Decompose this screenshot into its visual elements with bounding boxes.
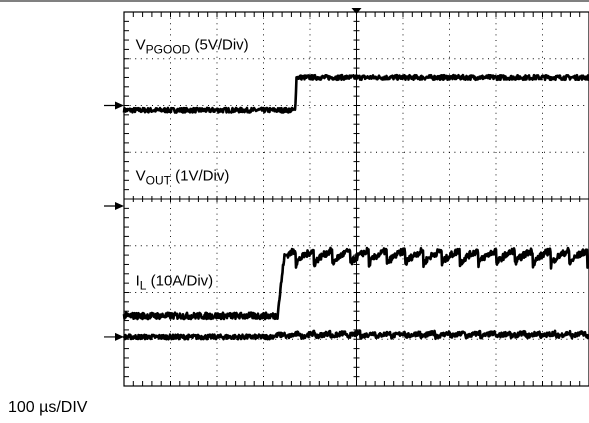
- trace-label-subscript: L: [140, 278, 147, 292]
- traces: [122, 73, 589, 341]
- trace-label-scale: (5V/Div): [190, 36, 248, 53]
- trace-label-text: IL (10A/Div): [136, 272, 214, 292]
- ground-marker-arrow: [115, 332, 124, 341]
- trace-label: VPGOOD (5V/Div): [136, 36, 249, 56]
- graticule: [0, 0, 589, 387]
- trace-ch1: [122, 73, 589, 114]
- trace-labels: VPGOOD (5V/Div)VOUT (1V/Div)IL (10A/Div): [136, 36, 249, 292]
- markers: [104, 8, 362, 341]
- trace-label: IL (10A/Div): [136, 272, 214, 292]
- trace-label-subscript: OUT: [146, 173, 172, 187]
- ground-marker-arrow: [115, 202, 124, 211]
- trace-label-text: VOUT (1V/Div): [136, 167, 230, 187]
- trace-label-subscript: PGOOD: [146, 42, 191, 56]
- trigger-marker: [351, 8, 362, 14]
- trace-ch3: [122, 246, 589, 321]
- ground-marker-arrow: [115, 101, 124, 110]
- trace-label-scale: (1V/Div): [171, 167, 229, 184]
- time-scale-label: 100 µs/DIV: [8, 399, 88, 416]
- trace-label-scale: (10A/Div): [146, 272, 213, 289]
- trace-label-name: I: [136, 272, 140, 289]
- trace-ch2: [122, 329, 589, 341]
- trace-label-text: VPGOOD (5V/Div): [136, 36, 249, 56]
- trace-label: VOUT (1V/Div): [136, 167, 230, 187]
- trace-label-name: V: [136, 167, 146, 184]
- trace-label-name: V: [136, 36, 146, 53]
